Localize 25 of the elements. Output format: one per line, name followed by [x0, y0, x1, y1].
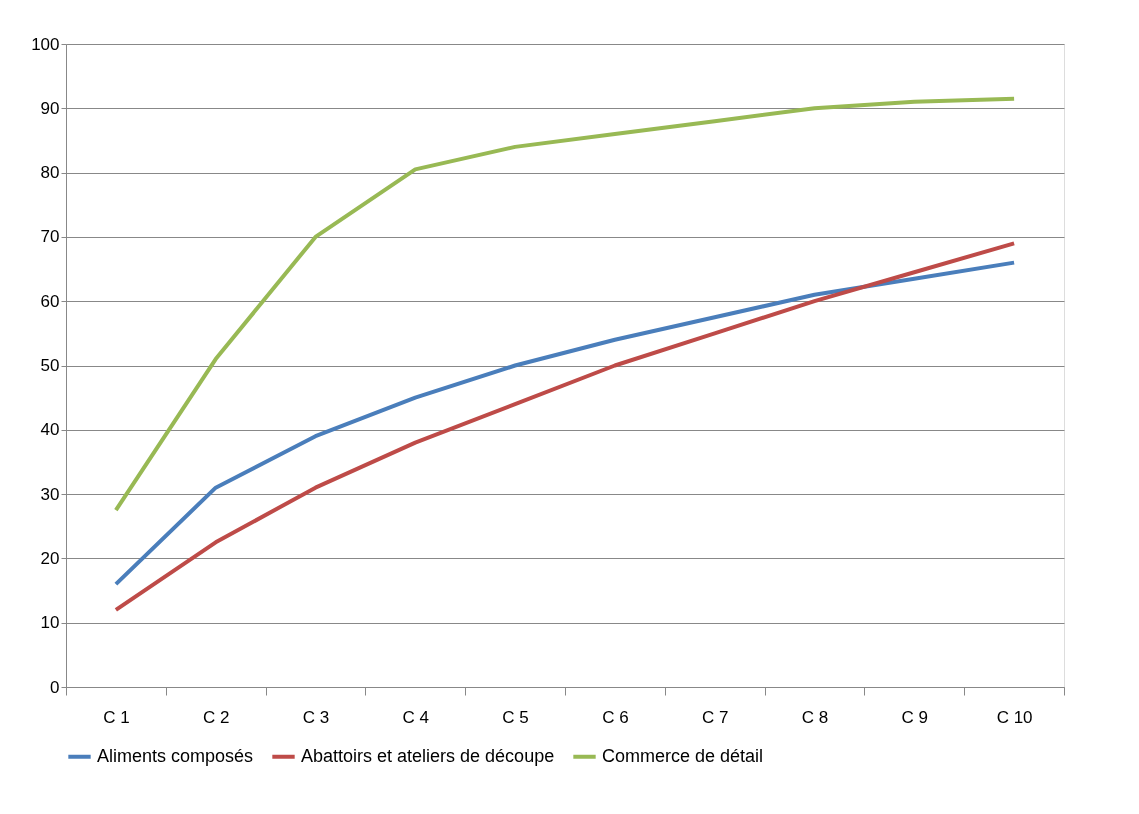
y-tick-label: 20 — [40, 548, 60, 568]
y-tick-label: 60 — [40, 291, 60, 311]
x-tick-label: C 9 — [901, 707, 929, 727]
legend-label: Aliments composés — [97, 745, 254, 766]
y-tick-label: 90 — [40, 98, 60, 118]
y-tick-label: 30 — [40, 484, 60, 504]
x-tick-label: C 1 — [103, 707, 130, 727]
y-tick-label: 0 — [50, 677, 60, 697]
legend-label: Commerce de détail — [602, 745, 764, 766]
x-tick-label: C 4 — [402, 707, 430, 727]
legend-label: Abattoirs et ateliers de découpe — [301, 745, 555, 766]
line-series — [113, 96, 1017, 513]
y-tick-label: 50 — [40, 356, 60, 375]
x-tick-label: C 3 — [302, 707, 330, 727]
x-tick-label: C 6 — [602, 707, 629, 727]
x-tick-label: C 10 — [996, 707, 1033, 727]
x-tick-label: C 7 — [701, 707, 729, 727]
y-tick-label: 40 — [40, 420, 60, 440]
y-tick-label: 100 — [31, 34, 60, 54]
x-tick-label: C 5 — [502, 707, 529, 727]
x-tick-label: C 2 — [202, 707, 230, 727]
y-tick-label: 70 — [40, 227, 60, 247]
y-tick-label: 10 — [40, 613, 60, 633]
y-tick-label: 80 — [40, 163, 60, 183]
x-tick-label: C 8 — [801, 707, 829, 727]
